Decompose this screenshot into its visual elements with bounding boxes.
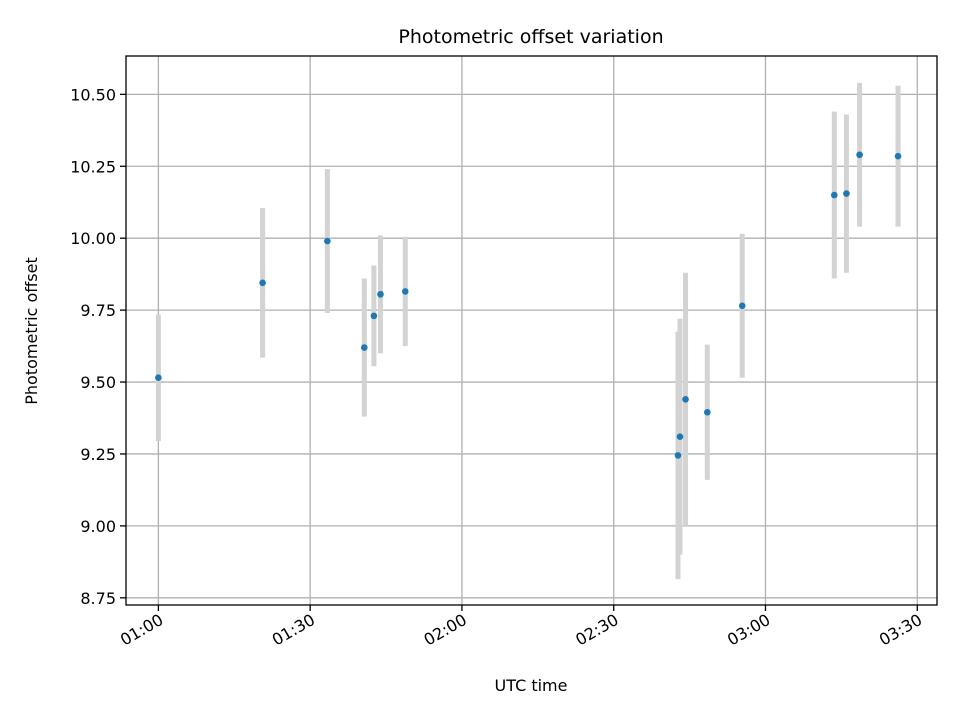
- y-tick-label: 9.25: [80, 445, 116, 464]
- data-point: [377, 290, 384, 298]
- data-point: [401, 288, 409, 295]
- data-point: [155, 374, 162, 382]
- data-point: [370, 312, 378, 320]
- data-point: [843, 190, 850, 197]
- data-point: [704, 408, 711, 416]
- y-tick-label: 10.00: [70, 229, 116, 248]
- data-point: [676, 433, 684, 441]
- y-axis-label: Photometric offset: [22, 257, 41, 405]
- y-tick-label: 9.00: [80, 517, 116, 536]
- y-tick-label: 8.75: [80, 589, 116, 608]
- data-point: [682, 396, 689, 403]
- data-point: [674, 452, 682, 459]
- x-axis-label: UTC time: [495, 676, 568, 695]
- y-axis-ticks: 8.75 9.00 9.25 9.50 9.75 10.00 10.25 10.50: [70, 85, 126, 608]
- data-point: [259, 279, 266, 287]
- data-point: [360, 344, 368, 351]
- data-point: [830, 191, 838, 199]
- y-tick-label: 9.75: [80, 301, 116, 320]
- data-point: [856, 151, 863, 159]
- plot-frame: [125, 55, 938, 606]
- y-tick-label: 10.50: [70, 85, 116, 104]
- y-tick-label: 10.25: [70, 157, 116, 176]
- chart-title: Photometric offset variation: [398, 26, 663, 48]
- data-point: [738, 302, 746, 310]
- data-point: [324, 237, 331, 245]
- y-tick-label: 9.50: [80, 373, 116, 392]
- data-point: [894, 152, 902, 160]
- data-points: [155, 151, 902, 459]
